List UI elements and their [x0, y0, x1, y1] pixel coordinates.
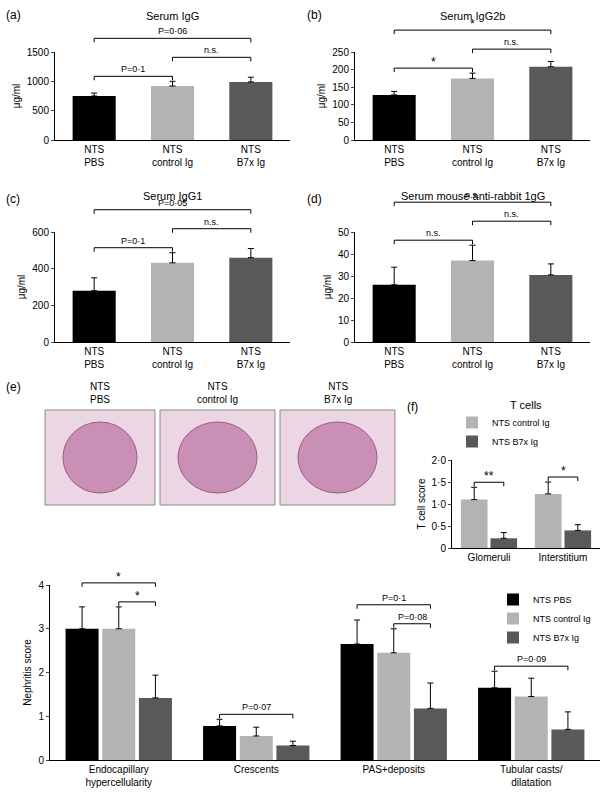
svg-text:P=0·1: P=0·1: [382, 593, 406, 603]
svg-text:P=0·1: P=0·1: [121, 64, 145, 74]
svg-text:(d): (d): [307, 192, 322, 206]
svg-text:100: 100: [332, 99, 349, 110]
svg-text:1: 1: [38, 711, 44, 722]
svg-text:**: **: [484, 469, 494, 483]
svg-text:NTSB7x Ig: NTSB7x Ig: [237, 346, 265, 370]
svg-text:200: 200: [32, 300, 49, 311]
svg-text:2: 2: [38, 667, 44, 678]
svg-text:NTS PBS: NTS PBS: [533, 595, 572, 605]
svg-text:*: *: [561, 464, 566, 478]
svg-text:NTScontrol Ig: NTScontrol Ig: [152, 346, 193, 370]
svg-text:Tubular casts/dilatation: Tubular casts/dilatation: [500, 764, 563, 788]
svg-text:Serum IgG1: Serum IgG1: [143, 190, 202, 202]
svg-text:(e): (e): [6, 380, 21, 394]
svg-text:40: 40: [338, 249, 350, 260]
svg-text:1·0: 1·0: [432, 499, 447, 510]
svg-text:n.s.: n.s.: [204, 45, 219, 55]
svg-text:NTScontrol Ig: NTScontrol Ig: [197, 381, 238, 405]
svg-text:(c): (c): [6, 192, 20, 206]
svg-text:μg/ml: μg/ml: [11, 84, 22, 109]
svg-text:P=0·07: P=0·07: [242, 702, 271, 712]
svg-text:NTSB7x Ig: NTSB7x Ig: [537, 144, 565, 168]
svg-text:3: 3: [38, 623, 44, 634]
svg-text:Crescents: Crescents: [234, 764, 279, 775]
svg-text:PAS+deposits: PAS+deposits: [363, 764, 425, 775]
svg-text:P=0·06: P=0·06: [158, 26, 187, 36]
svg-text:*: *: [470, 17, 475, 31]
svg-text:NTS control Ig: NTS control Ig: [533, 614, 591, 624]
svg-text:NTSB7x Ig: NTSB7x Ig: [237, 144, 265, 168]
svg-text:20: 20: [338, 293, 350, 304]
svg-text:NTS B7x Ig: NTS B7x Ig: [492, 437, 538, 447]
svg-text:Nephritis score: Nephritis score: [22, 639, 33, 706]
svg-text:NTSB7x Ig: NTSB7x Ig: [537, 346, 565, 370]
svg-text:1·5: 1·5: [432, 477, 447, 488]
svg-text:P=0·1: P=0·1: [121, 236, 145, 246]
svg-text:n.s.: n.s.: [204, 217, 219, 227]
svg-text:2·0: 2·0: [432, 455, 447, 466]
svg-text:Serum IgG2b: Serum IgG2b: [440, 10, 505, 22]
svg-text:Endocapillaryhypercellularity: Endocapillaryhypercellularity: [85, 764, 152, 788]
svg-text:T cell score: T cell score: [416, 478, 427, 529]
svg-text:*: *: [431, 55, 436, 69]
svg-text:n.s.: n.s.: [504, 37, 519, 47]
svg-text:NTSPBS: NTSPBS: [384, 346, 404, 370]
svg-text:NTSPBS: NTSPBS: [384, 144, 404, 168]
svg-text:NTSB7x Ig: NTSB7x Ig: [324, 381, 352, 405]
svg-text:NTSPBS: NTSPBS: [84, 144, 104, 168]
svg-text:*: *: [135, 589, 140, 603]
svg-text:30: 30: [338, 271, 350, 282]
svg-text:250: 250: [332, 47, 349, 58]
svg-text:400: 400: [32, 263, 49, 274]
svg-text:NTScontrol Ig: NTScontrol Ig: [152, 144, 193, 168]
svg-text:n.s.: n.s.: [426, 228, 441, 238]
svg-text:NTSPBS: NTSPBS: [84, 346, 104, 370]
svg-text:0·5: 0·5: [432, 521, 447, 532]
svg-text:n.s.: n.s.: [465, 190, 480, 200]
svg-text:NTS control Ig: NTS control Ig: [492, 418, 550, 428]
svg-text:μg/ml: μg/ml: [16, 275, 27, 300]
svg-text:0: 0: [38, 755, 44, 766]
svg-text:0: 0: [43, 337, 49, 348]
svg-text:(b): (b): [307, 8, 322, 22]
svg-text:500: 500: [32, 105, 49, 116]
svg-text:50: 50: [338, 227, 350, 238]
svg-text:n.s.: n.s.: [504, 209, 519, 219]
svg-text:200: 200: [332, 64, 349, 75]
svg-text:Interstitium: Interstitium: [539, 552, 588, 563]
svg-text:4: 4: [38, 580, 44, 591]
svg-text:0: 0: [440, 543, 446, 554]
svg-text:*: *: [116, 570, 121, 584]
svg-text:(f): (f): [407, 400, 418, 414]
svg-text:Serum mouse anti-rabbit 1gG: Serum mouse anti-rabbit 1gG: [401, 190, 545, 202]
svg-text:0: 0: [343, 135, 349, 146]
svg-text:Serum IgG: Serum IgG: [146, 10, 199, 22]
svg-text:1500: 1500: [27, 47, 50, 58]
svg-text:NTScontrol Ig: NTScontrol Ig: [452, 346, 493, 370]
svg-text:P=0·08: P=0·08: [398, 612, 427, 622]
svg-text:10: 10: [338, 315, 350, 326]
svg-text:50: 50: [338, 117, 350, 128]
svg-text:μg/ml: μg/ml: [316, 84, 327, 109]
svg-text:0: 0: [343, 337, 349, 348]
svg-text:(a): (a): [6, 8, 21, 22]
svg-text:NTS B7x Ig: NTS B7x Ig: [533, 633, 579, 643]
svg-text:T cells: T cells: [510, 399, 542, 411]
svg-text:Glomeruli: Glomeruli: [468, 552, 511, 563]
svg-text:NTSPBS: NTSPBS: [90, 381, 110, 405]
svg-text:P=0·05: P=0·05: [158, 198, 187, 208]
svg-text:600: 600: [32, 227, 49, 238]
svg-text:0: 0: [43, 135, 49, 146]
svg-text:150: 150: [332, 82, 349, 93]
svg-text:1000: 1000: [27, 76, 50, 87]
svg-text:P=0·09: P=0·09: [517, 654, 546, 664]
svg-text:NTScontrol Ig: NTScontrol Ig: [452, 144, 493, 168]
svg-text:μg/ml: μg/ml: [322, 275, 333, 300]
